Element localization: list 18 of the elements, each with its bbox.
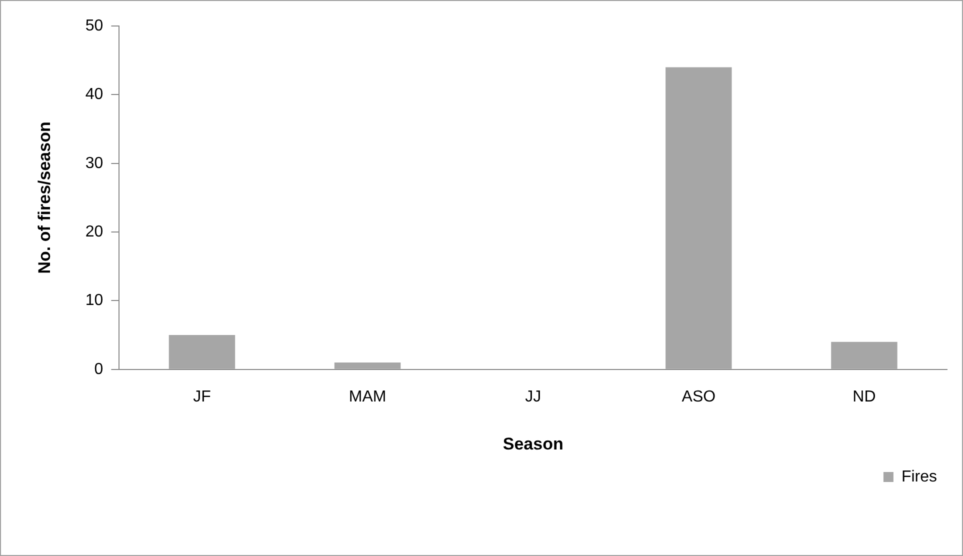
y-tick-label: 40 (85, 86, 104, 104)
y-tick-label: 50 (85, 17, 104, 34)
x-tick-label: JJ (525, 388, 542, 406)
x-tick-label: JF (193, 388, 212, 406)
bar (334, 362, 401, 369)
y-tick-label: 0 (94, 360, 104, 378)
y-tick-label: 30 (85, 154, 104, 172)
x-axis-title: Season (502, 434, 564, 454)
y-axis-title: No. of fires/season (34, 122, 54, 274)
x-tick-label: MAM (348, 388, 386, 406)
y-tick-label: 10 (85, 292, 104, 310)
bar (168, 335, 236, 369)
y-tick-label: 20 (85, 223, 104, 240)
x-tick-label: ND (852, 388, 876, 406)
x-tick-label: ASO (682, 388, 716, 406)
legend-label: Fires (901, 468, 938, 486)
bar (666, 67, 732, 369)
bar (831, 342, 898, 369)
